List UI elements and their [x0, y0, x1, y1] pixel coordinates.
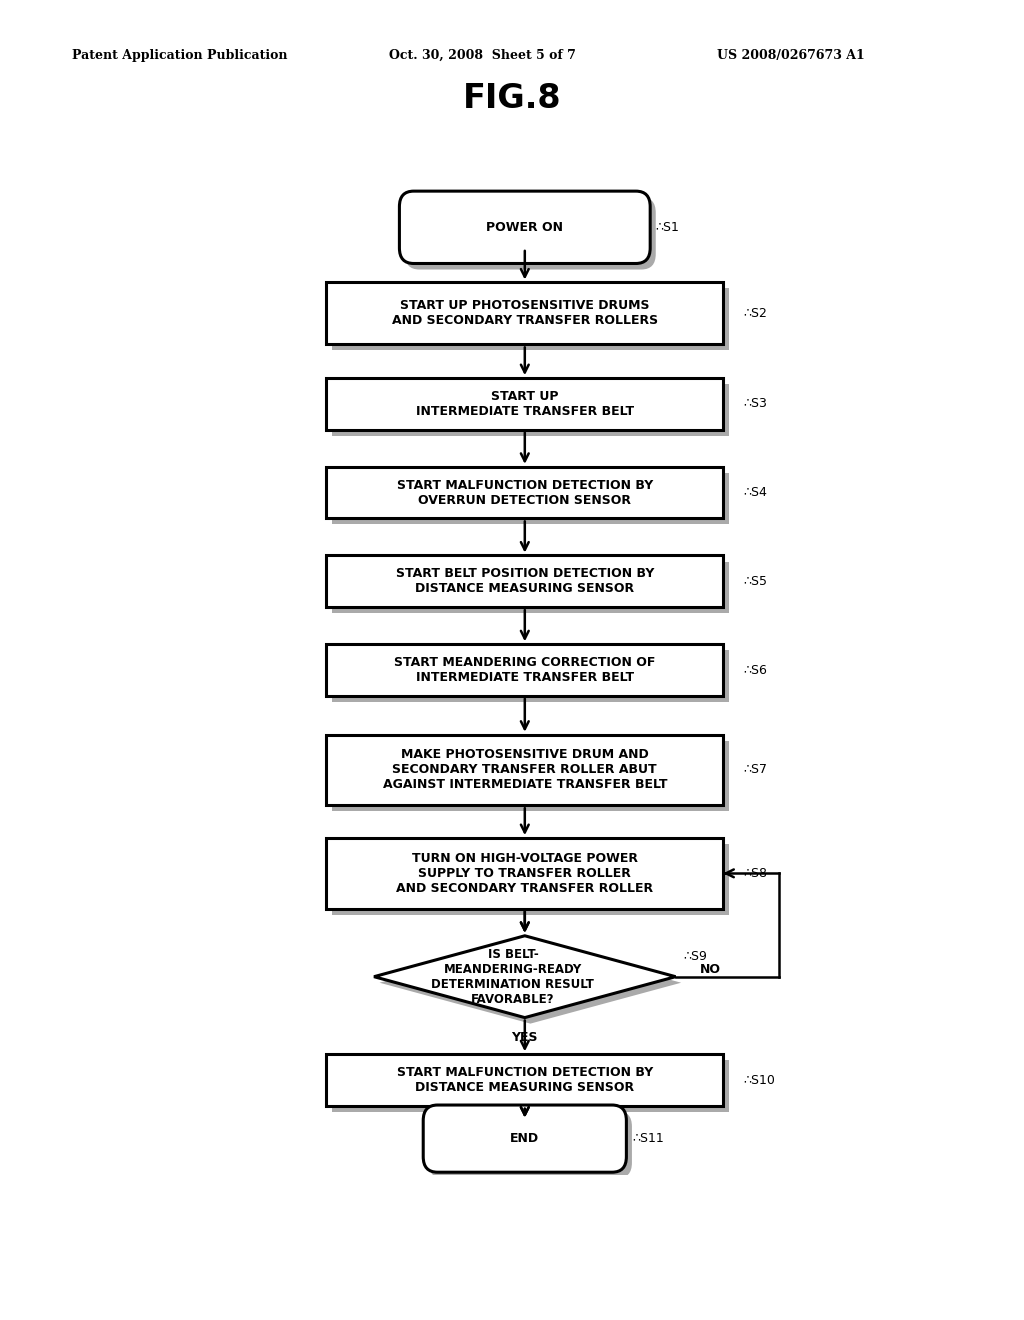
Text: ∴S2: ∴S2	[743, 308, 767, 319]
Bar	[332, 384, 729, 436]
Text: YES: YES	[512, 1031, 538, 1044]
Text: NO: NO	[699, 964, 721, 977]
Polygon shape	[374, 936, 676, 1018]
Text: ∴S4: ∴S4	[743, 486, 767, 499]
FancyBboxPatch shape	[423, 1105, 627, 1172]
Text: FIG.8: FIG.8	[463, 82, 561, 115]
Text: START MALFUNCTION DETECTION BY
OVERRUN DETECTION SENSOR: START MALFUNCTION DETECTION BY OVERRUN D…	[396, 479, 653, 507]
Text: START BELT POSITION DETECTION BY
DISTANCE MEASURING SENSOR: START BELT POSITION DETECTION BY DISTANC…	[395, 568, 654, 595]
Text: START MALFUNCTION DETECTION BY
DISTANCE MEASURING SENSOR: START MALFUNCTION DETECTION BY DISTANCE …	[396, 1067, 653, 1094]
Bar	[332, 651, 729, 702]
Bar	[332, 473, 729, 524]
Bar	[327, 1055, 723, 1106]
Text: END: END	[510, 1133, 540, 1146]
Text: START UP PHOTOSENSITIVE DRUMS
AND SECONDARY TRANSFER ROLLERS: START UP PHOTOSENSITIVE DRUMS AND SECOND…	[392, 300, 657, 327]
Text: IS BELT-
MEANDERING-READY
DETERMINATION RESULT
FAVORABLE?: IS BELT- MEANDERING-READY DETERMINATION …	[431, 948, 594, 1006]
Text: ∴S9: ∴S9	[684, 949, 708, 962]
Text: ∴S6: ∴S6	[743, 664, 767, 677]
Bar	[332, 561, 729, 614]
Bar	[332, 1060, 729, 1111]
Text: ∴S11: ∴S11	[632, 1133, 664, 1146]
Bar	[327, 467, 723, 519]
Text: ∴S3: ∴S3	[743, 397, 767, 411]
Bar	[327, 838, 723, 908]
Polygon shape	[380, 941, 681, 1023]
Text: ∴S10: ∴S10	[743, 1073, 775, 1086]
Text: Patent Application Publication: Patent Application Publication	[72, 49, 287, 62]
Text: MAKE PHOTOSENSITIVE DRUM AND
SECONDARY TRANSFER ROLLER ABUT
AGAINST INTERMEDIATE: MAKE PHOTOSENSITIVE DRUM AND SECONDARY T…	[383, 748, 667, 792]
Text: TURN ON HIGH-VOLTAGE POWER
SUPPLY TO TRANSFER ROLLER
AND SECONDARY TRANSFER ROLL: TURN ON HIGH-VOLTAGE POWER SUPPLY TO TRA…	[396, 851, 653, 895]
Text: START MEANDERING CORRECTION OF
INTERMEDIATE TRANSFER BELT: START MEANDERING CORRECTION OF INTERMEDI…	[394, 656, 655, 684]
Text: ∴S1: ∴S1	[655, 220, 680, 234]
Bar	[332, 843, 729, 915]
Bar	[327, 378, 723, 430]
Text: POWER ON: POWER ON	[486, 220, 563, 234]
Bar	[327, 644, 723, 696]
FancyBboxPatch shape	[399, 191, 650, 264]
Text: US 2008/0267673 A1: US 2008/0267673 A1	[717, 49, 864, 62]
Text: ∴S5: ∴S5	[743, 574, 767, 587]
Text: ∴S8: ∴S8	[743, 867, 767, 880]
Text: Oct. 30, 2008  Sheet 5 of 7: Oct. 30, 2008 Sheet 5 of 7	[389, 49, 575, 62]
Bar	[327, 735, 723, 805]
Bar	[327, 282, 723, 345]
FancyBboxPatch shape	[429, 1111, 632, 1179]
Bar	[327, 556, 723, 607]
Text: START UP
INTERMEDIATE TRANSFER BELT: START UP INTERMEDIATE TRANSFER BELT	[416, 389, 634, 418]
Bar	[332, 289, 729, 351]
FancyBboxPatch shape	[404, 197, 655, 269]
Bar	[332, 741, 729, 812]
Text: ∴S7: ∴S7	[743, 763, 767, 776]
